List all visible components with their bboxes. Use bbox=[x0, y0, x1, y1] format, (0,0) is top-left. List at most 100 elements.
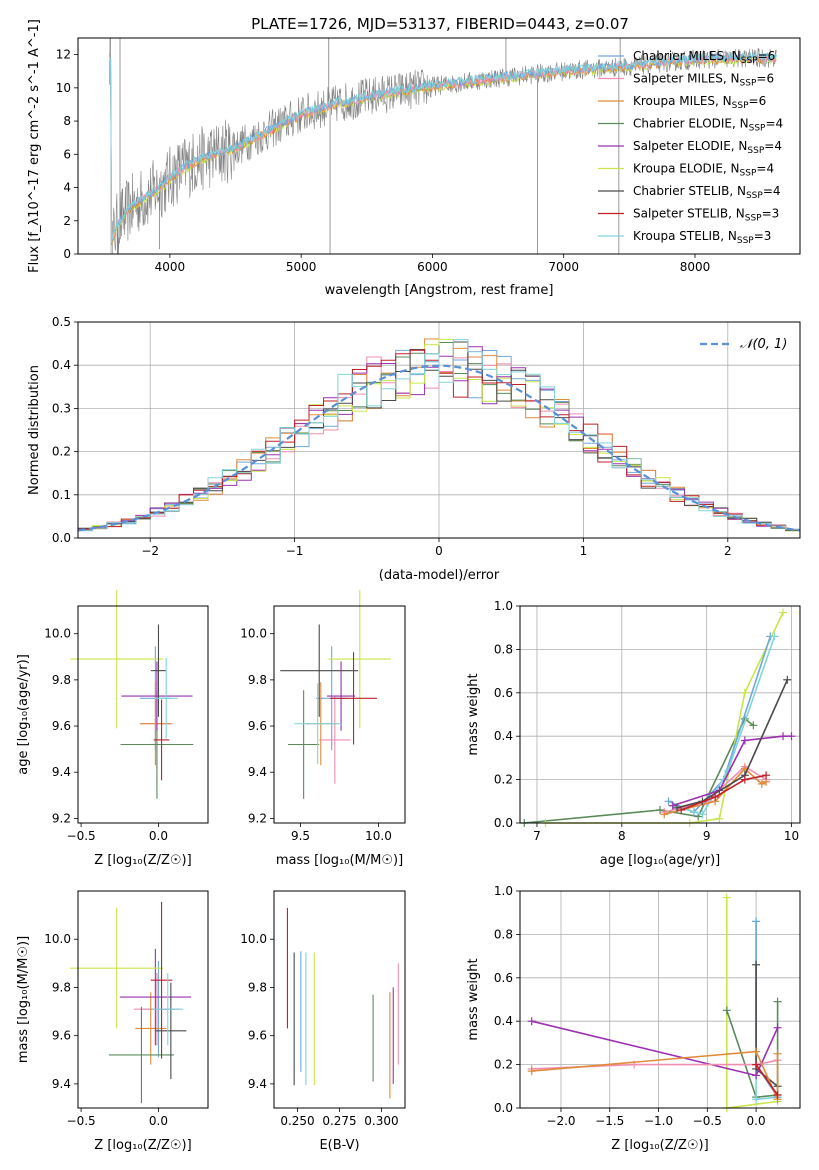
weight-line-salpeter_stelib bbox=[755, 1064, 779, 1096]
legend-label: Chabrier STELIB, NSSP=4 bbox=[633, 184, 781, 201]
x-tick-label: 10.0 bbox=[365, 829, 392, 843]
y-tick-label: 0.8 bbox=[494, 642, 513, 656]
x-tick-label: 7000 bbox=[548, 260, 579, 274]
x-tick-label: 2 bbox=[724, 544, 732, 558]
x-tick-label: 0.0 bbox=[747, 1114, 766, 1128]
panel-age_vs_mass: 9.5 10.0 9.2 9.4 9.6 9.8 10.0 mass [log₁₀(M/M☉)… bbox=[240, 589, 406, 868]
legend-label: Kroupa STELIB, NSSP=3 bbox=[633, 229, 771, 246]
legend-tail: =3 bbox=[754, 229, 772, 243]
legend-label: Chabrier MILES, NSSP=6 bbox=[633, 49, 775, 66]
y-tick-label: 0.6 bbox=[494, 971, 513, 985]
axes-frame bbox=[77, 321, 801, 539]
y-tick-label: 10.0 bbox=[44, 932, 71, 946]
y-tick-label: 0.0 bbox=[52, 531, 71, 545]
y-tick-label: 6 bbox=[63, 147, 71, 161]
axes-frame bbox=[519, 890, 801, 1109]
y-tick-label: 9.6 bbox=[52, 1029, 71, 1043]
y-tick-label: 8 bbox=[63, 114, 71, 128]
y-axis-label: age [log₁₀(age/yr)] bbox=[16, 654, 31, 775]
legend-tail: =3 bbox=[762, 207, 780, 221]
x-tick-label: 8 bbox=[618, 829, 626, 843]
x-tick-label: −0.5 bbox=[693, 1114, 722, 1128]
weight-line-kroupa_elodie bbox=[545, 612, 784, 824]
weight-line-salpeter_miles bbox=[664, 765, 767, 813]
weight-line-kroupa_elodie bbox=[725, 897, 778, 1109]
axes-frame bbox=[77, 37, 801, 255]
y-tick-label: 9.8 bbox=[52, 673, 71, 687]
y-tick-label: 0.3 bbox=[52, 401, 71, 415]
x-tick-label: 9 bbox=[703, 829, 711, 843]
y-tick-label: 9.4 bbox=[248, 1077, 267, 1091]
panel-residuals: −2 −1 0 1 2 0.0 0.1 0.2 0.3 0.4 0.5 𝒩(0, 1) (data-mo… bbox=[27, 315, 801, 583]
x-tick-label: 6000 bbox=[417, 260, 448, 274]
weight-line-chabrier_elodie bbox=[524, 717, 754, 824]
y-tick-label: 0.2 bbox=[494, 1058, 513, 1072]
figure-title: PLATE=1726, MJD=53137, FIBERID=0443, z=0… bbox=[251, 15, 629, 33]
weight-line-salpeter_stelib bbox=[680, 774, 767, 811]
y-tick-label: 9.2 bbox=[52, 811, 71, 825]
legend-subscript: SSP bbox=[749, 124, 766, 134]
x-tick-label: 0.250 bbox=[280, 1114, 314, 1128]
y-axis-label: Flux [f_λ10^-17 erg cm^-2 s^-1 A^-1] bbox=[27, 19, 42, 273]
y-tick-label: 10.0 bbox=[240, 932, 267, 946]
x-tick-label: 9.5 bbox=[291, 829, 310, 843]
x-tick-label: 0.0 bbox=[149, 829, 168, 843]
y-tick-label: 9.4 bbox=[52, 1077, 71, 1091]
weight-line-kroupa_stelib bbox=[755, 921, 778, 1101]
y-axis-label: mass weight bbox=[466, 958, 481, 1040]
y-tick-label: 0.0 bbox=[494, 1101, 513, 1115]
y-tick-label: 1.0 bbox=[494, 884, 513, 898]
panel-weight_vs_Z: −2.0 −1.5 −1.0 −0.5 0.0 0.0 0.2 0.4 0.6 0.8 1.0 Z [… bbox=[466, 884, 801, 1153]
legend-subscript: SSP bbox=[740, 79, 757, 89]
x-axis-label: age [log₁₀(age/yr)] bbox=[600, 853, 721, 868]
x-axis-label: Z [log₁₀(Z/Z☉)] bbox=[94, 1138, 191, 1153]
y-tick-label: 0.4 bbox=[52, 358, 71, 372]
x-axis-label: Z [log₁₀(Z/Z☉)] bbox=[611, 1138, 708, 1153]
y-tick-label: 10 bbox=[56, 81, 71, 95]
x-axis-label: (data-model)/error bbox=[379, 568, 500, 583]
weight-line-kroupa_miles bbox=[531, 1050, 779, 1100]
panel-age_vs_Z: −0.5 0.0 9.2 9.4 9.6 9.8 10.0 Z [log₁₀(Z/Z☉)] ag… bbox=[16, 589, 209, 868]
model-line-kroupa_stelib bbox=[109, 51, 777, 243]
axes-frame bbox=[273, 605, 406, 824]
y-tick-label: 0.2 bbox=[52, 445, 71, 459]
y-tick-label: 9.6 bbox=[248, 719, 267, 733]
legend-subscript: SSP bbox=[740, 169, 757, 179]
x-tick-label: 1 bbox=[580, 544, 588, 558]
x-tick-label: −1.0 bbox=[644, 1114, 673, 1128]
y-tick-label: 0.4 bbox=[494, 1014, 513, 1028]
y-tick-label: 9.2 bbox=[248, 811, 267, 825]
legend-label-gaussian: 𝒩(0, 1) bbox=[740, 337, 787, 352]
y-tick-label: 9.8 bbox=[248, 673, 267, 687]
y-tick-label: 10.0 bbox=[44, 627, 71, 641]
x-tick-label: 10 bbox=[784, 829, 799, 843]
x-tick-label: 8000 bbox=[680, 260, 711, 274]
y-tick-label: 10.0 bbox=[240, 627, 267, 641]
legend-tail: =6 bbox=[756, 72, 774, 86]
x-axis-label: mass [log₁₀(M/M☉)] bbox=[276, 853, 403, 868]
legend-label: Kroupa MILES, NSSP=6 bbox=[633, 94, 766, 111]
y-tick-label: 9.6 bbox=[248, 1029, 267, 1043]
x-axis-label: Z [log₁₀(Z/Z☉)] bbox=[94, 853, 191, 868]
legend-label: Salpeter ELODIE, NSSP=4 bbox=[633, 139, 782, 156]
x-axis-label: E(B-V) bbox=[319, 1138, 359, 1153]
y-axis-label: Normed distribution bbox=[27, 365, 42, 495]
legend-label: Salpeter STELIB, NSSP=3 bbox=[633, 207, 779, 224]
spectrum-lines bbox=[109, 38, 777, 254]
panel-weight_vs_age: 7 8 9 10 0.0 0.2 0.4 0.6 0.8 1.0 age [log₁₀(age/yr… bbox=[466, 599, 801, 868]
y-tick-label: 0.5 bbox=[52, 315, 71, 329]
weight-line-chabrier_stelib bbox=[676, 679, 789, 809]
y-tick-label: 0.0 bbox=[494, 816, 513, 830]
y-tick-label: 0.6 bbox=[494, 686, 513, 700]
y-tick-label: 9.8 bbox=[52, 980, 71, 994]
legend-tail: =6 bbox=[749, 94, 767, 108]
legend-subscript: SSP bbox=[745, 214, 762, 224]
legend-tail: =6 bbox=[758, 49, 776, 63]
axes-frame bbox=[519, 605, 801, 824]
axes-frame bbox=[273, 890, 406, 1109]
legend-label: Salpeter MILES, NSSP=6 bbox=[633, 72, 774, 89]
x-tick-label: −1.5 bbox=[595, 1114, 624, 1128]
legend-tail: =4 bbox=[764, 139, 782, 153]
x-tick-label: −1 bbox=[286, 544, 304, 558]
